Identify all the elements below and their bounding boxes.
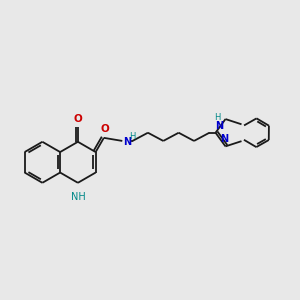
Text: O: O	[100, 124, 109, 134]
Text: H: H	[214, 112, 220, 122]
Text: N: N	[123, 137, 131, 147]
Text: N: N	[220, 134, 229, 144]
Text: O: O	[74, 114, 82, 124]
Text: NH: NH	[70, 192, 85, 202]
Text: H: H	[130, 132, 136, 141]
Text: N: N	[215, 121, 223, 131]
